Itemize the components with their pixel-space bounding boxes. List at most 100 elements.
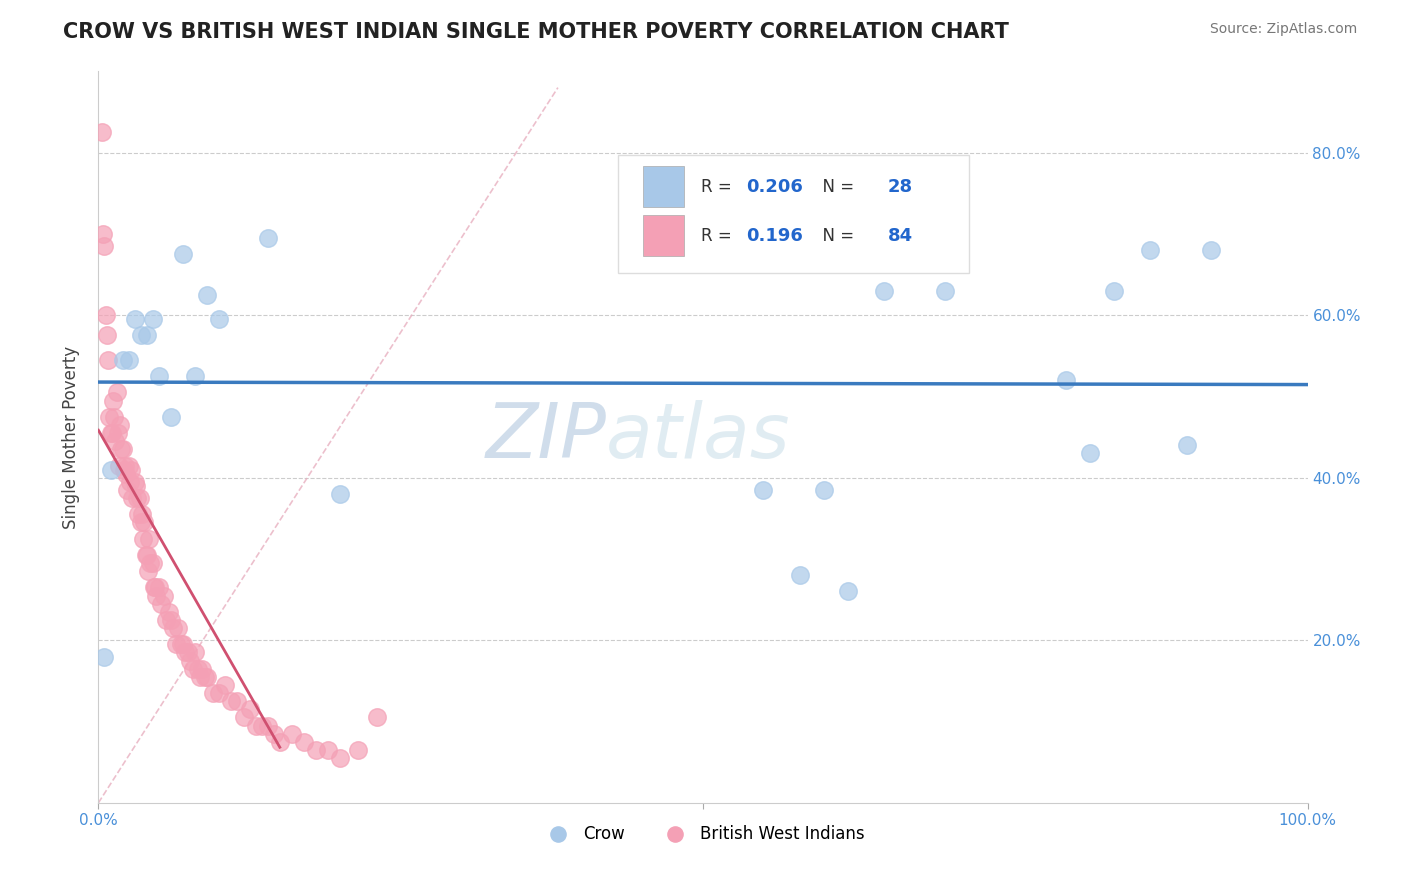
Point	[256, 231, 278, 245]
FancyBboxPatch shape	[643, 167, 683, 208]
Point	[135, 548, 157, 562]
Point	[132, 532, 155, 546]
Point	[150, 597, 173, 611]
Point	[172, 637, 194, 651]
Point	[98, 409, 121, 424]
Point	[1175, 438, 1198, 452]
Point	[142, 556, 165, 570]
Point	[110, 442, 132, 457]
Text: R =: R =	[700, 178, 737, 196]
Point	[100, 462, 122, 476]
Point	[177, 645, 200, 659]
Point	[873, 284, 896, 298]
Point	[934, 284, 956, 298]
Point	[191, 662, 214, 676]
Point	[214, 678, 236, 692]
Point	[329, 487, 352, 501]
Point	[128, 491, 150, 505]
Point	[96, 328, 118, 343]
Point	[155, 613, 177, 627]
Text: R =: R =	[700, 227, 742, 245]
Point	[202, 686, 225, 700]
Point	[143, 581, 166, 595]
Point	[316, 743, 339, 757]
Point	[232, 710, 254, 724]
Point	[160, 613, 183, 627]
Point	[93, 649, 115, 664]
Point	[221, 694, 243, 708]
Text: atlas: atlas	[606, 401, 790, 474]
Point	[208, 686, 231, 700]
Point	[174, 645, 197, 659]
Point	[127, 491, 149, 505]
Text: N =: N =	[811, 227, 859, 245]
Point	[1054, 373, 1077, 387]
Point	[118, 458, 141, 473]
Point	[366, 710, 388, 724]
Point	[145, 589, 167, 603]
Text: 0.196: 0.196	[747, 227, 803, 245]
Point	[124, 475, 146, 489]
Point	[188, 670, 211, 684]
Point	[135, 548, 157, 562]
Point	[305, 743, 328, 757]
Legend: Crow, British West Indians: Crow, British West Indians	[534, 818, 872, 849]
Point	[1078, 446, 1101, 460]
Point	[105, 385, 128, 400]
Point	[329, 751, 352, 765]
Point	[167, 621, 190, 635]
Point	[91, 125, 114, 139]
Text: 0.206: 0.206	[747, 178, 803, 196]
Point	[100, 425, 122, 440]
Point	[169, 637, 191, 651]
Point	[1199, 243, 1222, 257]
Point	[789, 568, 811, 582]
Point	[136, 564, 159, 578]
Point	[104, 434, 127, 449]
Point	[148, 369, 170, 384]
Point	[269, 735, 291, 749]
Point	[165, 637, 187, 651]
Point	[114, 458, 136, 473]
Point	[752, 483, 775, 497]
Point	[134, 516, 156, 530]
Point	[121, 491, 143, 505]
Point	[129, 516, 152, 530]
Point	[184, 369, 207, 384]
Point	[118, 352, 141, 367]
Point	[111, 442, 134, 457]
Point	[112, 462, 135, 476]
Point	[179, 654, 201, 668]
Point	[100, 425, 122, 440]
Text: 28: 28	[889, 178, 912, 196]
Point	[181, 662, 204, 676]
Text: Source: ZipAtlas.com: Source: ZipAtlas.com	[1209, 22, 1357, 37]
Point	[837, 584, 859, 599]
Point	[194, 670, 217, 684]
Point	[226, 694, 249, 708]
Point	[124, 312, 146, 326]
Point	[813, 483, 835, 497]
Text: N =: N =	[811, 178, 859, 196]
FancyBboxPatch shape	[643, 216, 683, 256]
Point	[160, 409, 183, 424]
Point	[103, 409, 125, 424]
Point	[143, 581, 166, 595]
Point	[111, 352, 134, 367]
Point	[172, 247, 194, 261]
Point	[91, 227, 114, 241]
Point	[208, 312, 231, 326]
Point	[115, 467, 138, 481]
Point	[94, 308, 117, 322]
Point	[347, 743, 370, 757]
FancyBboxPatch shape	[619, 155, 969, 273]
Point	[157, 605, 180, 619]
Point	[184, 645, 207, 659]
Point	[195, 670, 218, 684]
Point	[108, 417, 131, 432]
Text: CROW VS BRITISH WEST INDIAN SINGLE MOTHER POVERTY CORRELATION CHART: CROW VS BRITISH WEST INDIAN SINGLE MOTHE…	[63, 22, 1010, 42]
Point	[135, 328, 157, 343]
Point	[129, 328, 152, 343]
Point	[245, 718, 267, 732]
Point	[131, 508, 153, 522]
